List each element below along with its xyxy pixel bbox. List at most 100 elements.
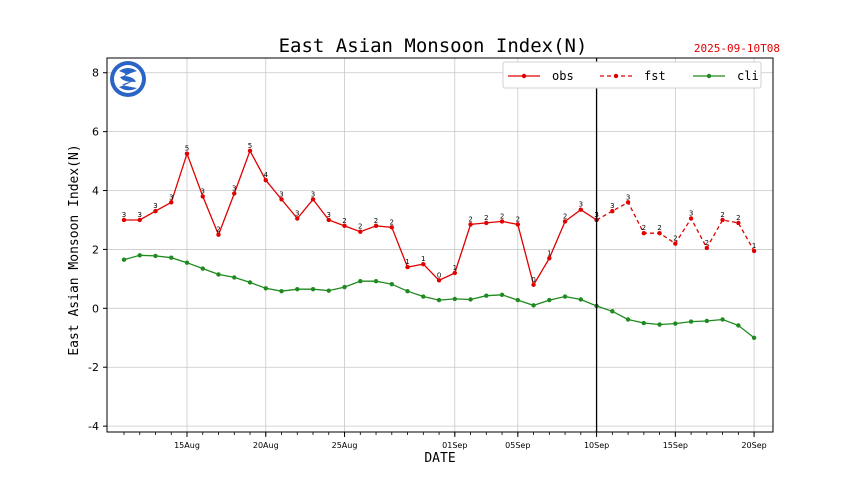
x-tick-label: 20Sep xyxy=(741,441,766,450)
data-label-obs: 2 xyxy=(342,217,346,225)
data-point-fst xyxy=(704,245,710,251)
series-cli xyxy=(121,253,757,340)
data-point-cli xyxy=(326,288,331,293)
data-point-cli xyxy=(405,289,410,294)
data-point-obs xyxy=(342,223,347,229)
data-point-cli xyxy=(184,260,190,265)
data-point-cli xyxy=(121,257,127,262)
plot-frame xyxy=(106,57,774,433)
grid-lines xyxy=(107,58,773,432)
data-point-cli xyxy=(358,279,363,284)
series-line-obs xyxy=(124,149,597,287)
data-point-cli xyxy=(389,281,394,287)
y-tick-label: 0 xyxy=(92,302,99,315)
data-point-cli xyxy=(421,294,426,299)
data-label-fst: 2 xyxy=(705,239,709,247)
data-point-obs xyxy=(515,222,521,227)
data-point-cli xyxy=(515,297,521,303)
legend-fst-marker xyxy=(613,73,619,79)
data-label-fst: 2 xyxy=(657,224,661,232)
data-point-obs xyxy=(232,191,237,196)
y-tick-label: 2 xyxy=(92,243,99,256)
data-point-cli xyxy=(263,286,268,291)
data-point-obs xyxy=(499,219,505,224)
data-point-cli xyxy=(657,322,662,327)
data-label-obs: 3 xyxy=(153,202,157,210)
data-point-cli xyxy=(137,253,142,258)
data-label-obs: 1 xyxy=(421,255,425,263)
data-point-obs xyxy=(389,225,394,230)
data-label-obs: 2 xyxy=(516,215,520,223)
x-axis-label: DATE xyxy=(424,451,455,466)
data-label-fst: 3 xyxy=(689,209,693,217)
data-label-obs: 3 xyxy=(295,209,299,217)
data-label-obs: 2 xyxy=(484,214,488,222)
chart-title: East Asian Monsoon Index(N) xyxy=(279,35,588,57)
data-point-obs xyxy=(137,217,142,223)
data-point-cli xyxy=(342,284,347,290)
data-point-cli xyxy=(169,255,174,260)
data-point-cli xyxy=(200,266,205,271)
data-label-obs: 3 xyxy=(122,211,126,219)
data-label-obs: 1 xyxy=(405,258,409,266)
data-point-cli xyxy=(751,335,757,340)
data-point-obs xyxy=(452,270,458,276)
data-point-cli xyxy=(625,317,631,322)
data-label-fst: 2 xyxy=(720,211,724,219)
data-label-obs: 3 xyxy=(311,190,315,198)
data-point-cli xyxy=(452,296,458,302)
data-label-obs: 4 xyxy=(264,171,269,179)
data-label-obs: 1 xyxy=(547,249,551,257)
data-point-fst xyxy=(736,220,741,226)
data-point-cli xyxy=(484,293,489,298)
data-label-obs: 2 xyxy=(500,212,504,220)
data-point-fst xyxy=(720,217,725,223)
data-label-obs: 2 xyxy=(374,217,378,225)
data-label-obs: 5 xyxy=(248,142,252,150)
data-point-cli xyxy=(153,253,158,259)
data-label-obs: 0 xyxy=(531,276,535,284)
data-point-cli xyxy=(578,297,584,302)
y-tick-label: 6 xyxy=(92,126,99,139)
data-label-obs: 5 xyxy=(185,145,189,153)
legend-obs-label: obs xyxy=(552,69,574,83)
data-point-obs xyxy=(531,282,536,287)
data-label-obs: 3 xyxy=(327,211,331,219)
legend-obs-marker xyxy=(521,73,527,79)
legend-cli-label: cli xyxy=(737,69,759,83)
data-point-cli xyxy=(468,297,473,302)
x-tick-label: 15Aug xyxy=(174,441,200,450)
chart-timestamp: 2025-09-10T08 xyxy=(694,42,780,55)
data-label-obs: 2 xyxy=(216,226,220,234)
data-point-fst xyxy=(625,200,631,205)
data-point-obs xyxy=(421,261,426,267)
legend-box xyxy=(502,61,762,89)
data-point-cli xyxy=(373,279,379,284)
y-tick-label: -4 xyxy=(88,420,99,433)
legend-cli-marker xyxy=(706,73,712,79)
y-tick-label: 8 xyxy=(92,67,99,80)
data-point-obs xyxy=(310,197,316,202)
data-point-obs xyxy=(216,232,221,237)
data-point-cli xyxy=(641,320,647,326)
data-point-obs xyxy=(373,223,379,229)
data-point-obs xyxy=(562,219,568,224)
legend-fst-label: fst xyxy=(644,69,666,83)
data-label-obs: 2 xyxy=(358,223,362,231)
data-point-cli xyxy=(688,319,694,324)
legend: obs fst cli xyxy=(502,61,762,89)
data-label-fst: 3 xyxy=(610,202,614,210)
x-tick-label: 05Sep xyxy=(505,441,530,450)
data-point-cli xyxy=(704,318,710,324)
data-label-obs: 0 xyxy=(437,271,441,279)
data-point-cli xyxy=(736,323,741,328)
data-label-obs: 3 xyxy=(138,211,142,219)
data-label-obs: 3 xyxy=(169,193,173,201)
data-label-fst: 2 xyxy=(642,224,646,232)
y-axis-label: East Asian Monsoon Index(N) xyxy=(67,144,82,355)
data-point-cli xyxy=(247,280,253,285)
x-tick-label: 20Aug xyxy=(253,441,279,450)
data-point-obs xyxy=(436,278,442,283)
